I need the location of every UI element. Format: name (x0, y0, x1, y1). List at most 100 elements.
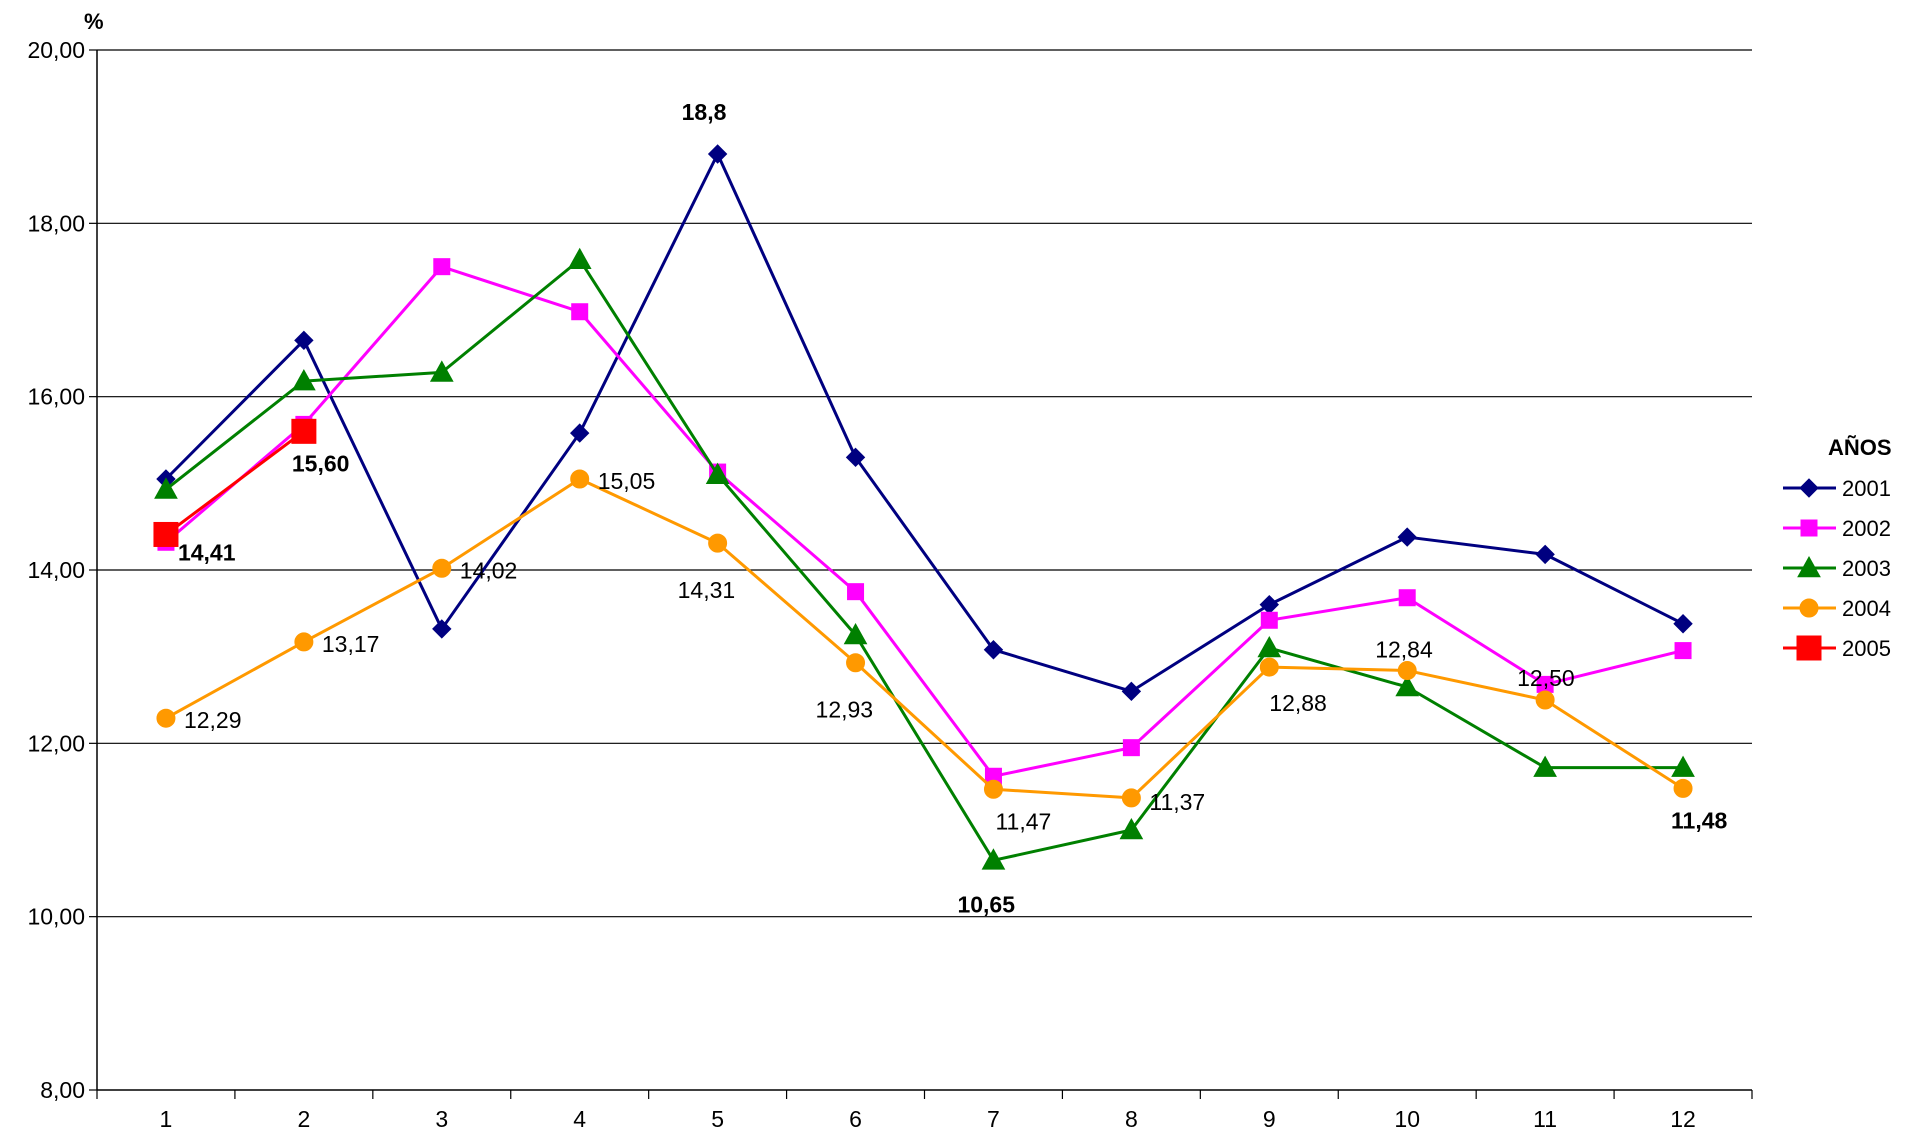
data-point-2002 (1674, 642, 1692, 660)
data-label: 14,02 (460, 557, 518, 583)
legend-label: 2004 (1842, 596, 1891, 621)
data-point-2004 (1535, 690, 1555, 710)
data-point-2003 (981, 848, 1006, 870)
y-tick-label: 18,00 (27, 210, 85, 236)
y-tick-label: 14,00 (27, 557, 85, 583)
data-point-2004 (1673, 778, 1693, 798)
legend-marker (1800, 519, 1818, 537)
data-point-2004 (294, 632, 314, 652)
x-tick-label: 4 (573, 1106, 586, 1132)
legend-label: 2001 (1842, 476, 1891, 501)
data-point-2004 (1259, 657, 1279, 677)
legend-label: 2005 (1842, 636, 1891, 661)
data-point-2001 (1673, 614, 1693, 634)
data-point-2004 (570, 469, 590, 489)
gridlines (97, 49, 1752, 918)
x-tick-label: 1 (160, 1106, 173, 1132)
data-label: 11,37 (1149, 789, 1205, 815)
series-2003 (154, 247, 1695, 870)
x-tick-label: 12 (1670, 1106, 1696, 1132)
legend-item-2003: 2003 (1783, 555, 1891, 581)
data-point-2003 (843, 622, 868, 645)
legend-marker (1799, 478, 1819, 498)
series-2005 (153, 418, 317, 547)
legend-item-2001: 2001 (1783, 476, 1891, 501)
data-point-2003 (292, 369, 316, 391)
series-line-2003 (165, 258, 1684, 862)
data-point-2003 (1533, 755, 1557, 777)
data-label: 12,84 (1375, 637, 1433, 663)
x-tick-label: 7 (987, 1106, 1000, 1132)
data-point-2004 (432, 558, 452, 578)
data-point-2002 (1260, 611, 1278, 629)
x-tick-label: 3 (435, 1106, 448, 1132)
data-point-2001 (1535, 544, 1555, 565)
data-point-2001 (1121, 681, 1142, 702)
data-point-2002 (433, 258, 451, 276)
series-line-2001 (164, 152, 1684, 693)
series-2004 (156, 469, 1693, 808)
data-point-2002 (1398, 589, 1416, 607)
x-tick-label: 8 (1125, 1106, 1138, 1132)
x-tick-label: 2 (297, 1106, 310, 1132)
data-label: 12,93 (816, 697, 874, 723)
legend-label: 2002 (1842, 516, 1891, 541)
legend-marker (1797, 555, 1821, 578)
series-group (153, 144, 1695, 870)
data-label: 15,05 (598, 468, 656, 494)
y-axis-unit-label: % (84, 9, 104, 34)
legend-item-2005: 2005 (1783, 635, 1891, 661)
data-label: 14,31 (678, 577, 736, 603)
x-tick-label: 11 (1533, 1106, 1557, 1132)
data-label: 10,65 (957, 891, 1015, 917)
series-line-2002 (164, 265, 1684, 778)
data-point-2004 (156, 708, 176, 728)
data-point-2001 (294, 330, 314, 351)
data-point-2004 (1121, 788, 1141, 808)
data-point-2003 (567, 247, 592, 270)
data-point-2003 (1119, 817, 1144, 840)
x-tick-label: 9 (1263, 1106, 1276, 1132)
data-point-2003 (1395, 674, 1420, 697)
y-tick-label: 12,00 (27, 730, 85, 756)
data-point-2003 (1257, 635, 1282, 658)
y-tick-label: 20,00 (27, 37, 85, 63)
legend: AÑOS 2001 2002 2003 2004 2005 (1783, 435, 1892, 661)
data-point-2001 (707, 144, 728, 164)
data-point-2001 (1397, 527, 1417, 547)
legend-item-2002: 2002 (1783, 516, 1891, 541)
data-point-2003 (154, 477, 178, 499)
y-tick-label: 8,00 (40, 1077, 85, 1103)
series-2002 (157, 258, 1692, 785)
data-point-2001 (845, 447, 866, 468)
series-2001 (156, 144, 1693, 702)
data-label: 12,50 (1517, 665, 1575, 691)
data-point-2004 (708, 533, 728, 553)
data-point-2005 (153, 521, 179, 547)
data-point-2001 (570, 423, 590, 443)
data-point-2004 (846, 653, 866, 673)
legend-marker (1799, 598, 1819, 618)
data-point-2003 (705, 462, 730, 484)
y-tick-label: 10,00 (27, 904, 85, 930)
legend-title: AÑOS (1828, 435, 1892, 460)
data-point-2004 (983, 779, 1003, 799)
data-point-2001 (432, 619, 452, 639)
data-label: 15,60 (292, 450, 350, 476)
data-point-2003 (1671, 755, 1695, 777)
series-line-2005 (165, 430, 305, 536)
data-point-2005 (291, 418, 317, 444)
data-point-2003 (429, 360, 454, 382)
y-tick-label: 16,00 (27, 384, 85, 410)
data-label: 13,17 (322, 631, 380, 657)
x-tick-label: 6 (849, 1106, 862, 1132)
data-point-2002 (847, 583, 865, 601)
data-point-2002 (1122, 739, 1140, 757)
data-label: 18,8 (682, 99, 727, 125)
x-tick-label: 5 (711, 1106, 724, 1132)
legend-item-2004: 2004 (1783, 596, 1891, 621)
data-label: 11,47 (995, 808, 1051, 834)
data-point-2004 (1397, 661, 1417, 681)
